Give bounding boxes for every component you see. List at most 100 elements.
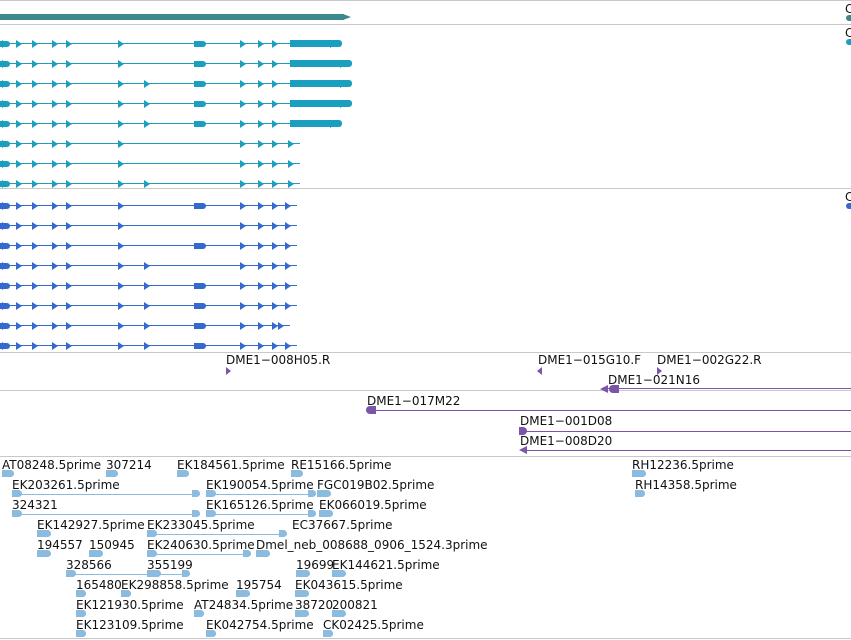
est-feature[interactable] — [291, 470, 303, 478]
exon-block — [0, 243, 10, 249]
exon-arrow — [240, 40, 246, 48]
est-feature[interactable] — [236, 590, 250, 598]
est-feature[interactable] — [632, 470, 646, 478]
est-feature[interactable] — [319, 510, 333, 518]
transcript-feature[interactable] — [0, 78, 352, 90]
transcript-feature[interactable] — [0, 200, 297, 212]
transcript-feature[interactable] — [0, 58, 352, 70]
est-feature[interactable] — [76, 630, 86, 638]
transcript-feature[interactable] — [0, 340, 297, 352]
transcript-feature[interactable] — [0, 138, 300, 150]
est-track: AT08248.5prime 307214 EK184561.5prime RE151… — [0, 456, 851, 638]
est-feature[interactable] — [194, 610, 204, 618]
exon-arrow — [16, 80, 22, 88]
est-feature[interactable] — [317, 490, 331, 498]
exon-arrow — [272, 302, 278, 310]
gene-summary-track: C — [0, 0, 851, 24]
exon-arrow — [144, 180, 150, 188]
exon-arrow — [258, 120, 264, 128]
transcript-feature[interactable] — [0, 98, 352, 110]
est-label: EK298858.5prime — [121, 578, 229, 592]
exon-arrow — [118, 202, 124, 210]
transcript-feature[interactable] — [0, 280, 297, 292]
transcript-feature[interactable] — [0, 178, 300, 190]
est-feature[interactable] — [332, 570, 346, 578]
est-feature[interactable] — [296, 570, 310, 578]
est-feature[interactable] — [206, 510, 316, 518]
exon-arrow — [118, 302, 124, 310]
offscreen-feature-marker[interactable] — [846, 15, 851, 21]
est-feature[interactable] — [206, 490, 316, 498]
est-feature[interactable] — [2, 470, 14, 478]
est-feature[interactable] — [147, 530, 287, 538]
exon-arrow — [285, 262, 291, 270]
exon-arrow — [16, 140, 22, 148]
exon-arrow — [52, 80, 58, 88]
exon-arrow — [258, 160, 264, 168]
transcript-feature[interactable] — [0, 240, 297, 252]
clone-feature[interactable] — [366, 406, 851, 414]
est-feature[interactable] — [147, 550, 251, 558]
clone-end-marker[interactable] — [537, 367, 542, 375]
est-label: FGC019B02.5prime — [317, 478, 435, 492]
transcript-feature[interactable] — [0, 220, 297, 232]
est-feature[interactable] — [66, 570, 190, 578]
exon-block — [0, 203, 10, 209]
est-feature[interactable] — [76, 610, 86, 618]
exon-arrow — [52, 322, 58, 330]
exon-arrow — [118, 282, 124, 290]
est-feature[interactable] — [323, 630, 333, 638]
transcript-feature[interactable] — [0, 260, 297, 272]
est-feature[interactable] — [89, 550, 103, 558]
clone-end-marker[interactable] — [226, 367, 231, 375]
clone-feature[interactable] — [519, 446, 851, 454]
exon-arrow — [118, 322, 124, 330]
transcript-feature[interactable] — [0, 158, 300, 170]
exon-arrow — [52, 160, 58, 168]
exon-arrow — [118, 120, 124, 128]
clone-feature[interactable] — [519, 427, 851, 435]
exon-arrow — [258, 282, 264, 290]
exon-arrow — [240, 80, 246, 88]
est-feature[interactable] — [106, 470, 118, 478]
est-feature[interactable] — [147, 570, 161, 578]
exon-arrow — [66, 222, 72, 230]
clone-label: DME1−015G10.F — [538, 353, 642, 367]
exon-arrow — [285, 242, 291, 250]
exon-arrow — [144, 80, 150, 88]
est-feature[interactable] — [256, 550, 270, 558]
offscreen-feature-marker[interactable] — [846, 203, 851, 209]
transcript-feature[interactable] — [0, 38, 342, 50]
exon-arrow — [32, 342, 38, 350]
exon-arrow — [32, 282, 38, 290]
est-feature[interactable] — [12, 510, 200, 518]
exon-arrow — [16, 282, 22, 290]
est-feature[interactable] — [37, 530, 51, 538]
transcript-feature[interactable] — [0, 300, 297, 312]
est-feature[interactable] — [295, 590, 309, 598]
exon-arrow — [32, 222, 38, 230]
clone-end-marker[interactable] — [657, 367, 662, 375]
clone-feature[interactable] — [600, 385, 851, 393]
exon-arrow — [144, 302, 150, 310]
gene-span-feature[interactable] — [0, 12, 352, 20]
exon-block — [194, 343, 206, 349]
exon-arrow — [66, 282, 72, 290]
est-feature[interactable] — [177, 470, 189, 478]
est-feature[interactable] — [206, 630, 216, 638]
exon-arrow — [16, 180, 22, 188]
est-feature[interactable] — [121, 590, 131, 598]
est-feature[interactable] — [332, 610, 346, 618]
est-feature[interactable] — [295, 610, 309, 618]
est-label: EK121930.5prime — [76, 598, 184, 612]
est-feature[interactable] — [76, 590, 86, 598]
transcript-feature[interactable] — [0, 320, 290, 332]
exon-arrow — [32, 100, 38, 108]
transcript-feature[interactable] — [0, 118, 342, 130]
est-feature[interactable] — [635, 490, 645, 498]
est-feature[interactable] — [12, 490, 200, 498]
est-feature[interactable] — [37, 550, 51, 558]
exon-arrow — [272, 100, 278, 108]
offscreen-feature-marker[interactable] — [846, 39, 851, 45]
